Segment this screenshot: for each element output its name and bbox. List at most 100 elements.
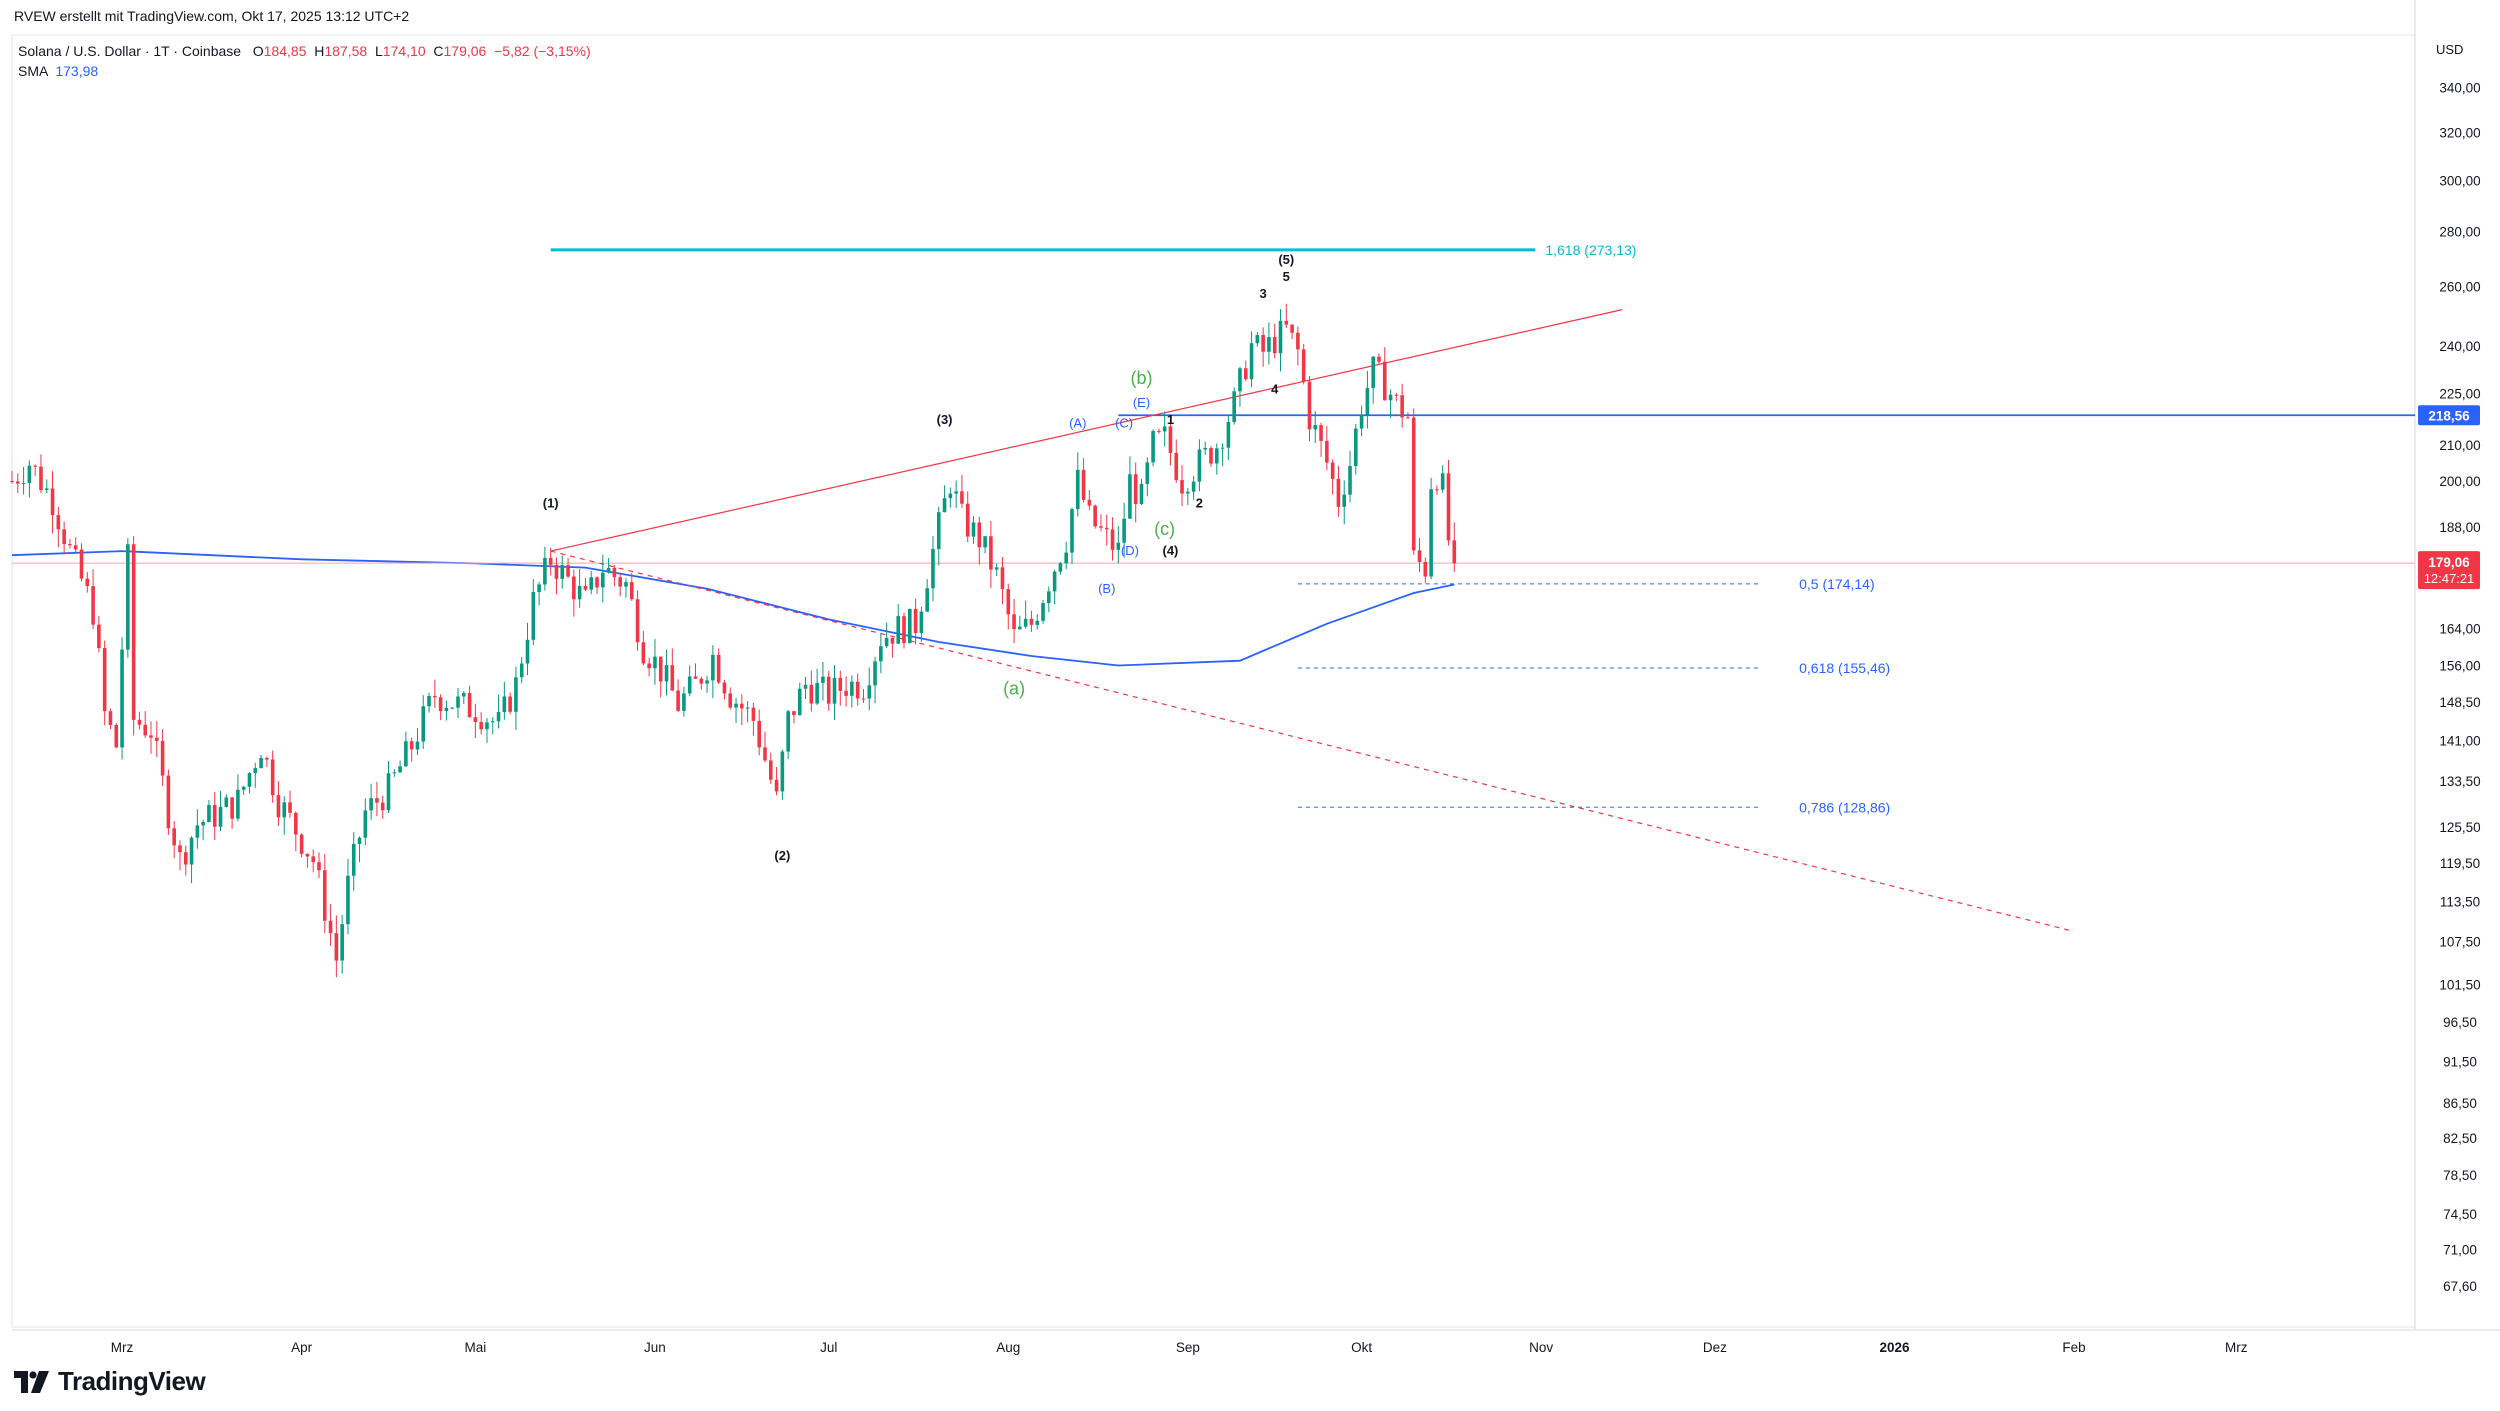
candle[interactable] [786, 709, 790, 759]
candle[interactable] [606, 557, 611, 574]
candle[interactable] [1000, 557, 1005, 605]
candle[interactable] [1029, 610, 1034, 632]
candle[interactable] [1435, 485, 1439, 495]
candle[interactable] [433, 679, 437, 708]
candle[interactable] [462, 690, 466, 705]
candle[interactable] [131, 536, 136, 736]
candle[interactable] [884, 622, 889, 648]
candle[interactable] [1047, 586, 1051, 613]
candle[interactable] [120, 637, 124, 760]
candle[interactable] [415, 727, 420, 756]
candle[interactable] [1174, 439, 1179, 484]
candle[interactable] [572, 569, 576, 617]
symbol-title[interactable]: Solana / U.S. Dollar · 1T · Coinbase [18, 43, 242, 59]
candle[interactable] [925, 579, 929, 613]
candle[interactable] [114, 723, 119, 749]
candle[interactable] [797, 682, 802, 716]
candle[interactable] [821, 662, 825, 701]
candle[interactable] [1296, 326, 1300, 366]
candle[interactable] [994, 563, 999, 577]
candle[interactable] [294, 811, 298, 852]
candle[interactable] [809, 670, 814, 712]
candle[interactable] [722, 679, 727, 700]
candle[interactable] [369, 783, 373, 820]
upper-trendline[interactable] [550, 309, 1623, 552]
candle[interactable] [253, 762, 258, 788]
candle[interactable] [1093, 504, 1097, 529]
candle[interactable] [409, 737, 414, 762]
candle[interactable] [178, 840, 182, 871]
candle[interactable] [965, 491, 970, 543]
candle[interactable] [1371, 356, 1375, 404]
candle[interactable] [583, 577, 588, 592]
candle[interactable] [62, 521, 66, 555]
candle[interactable] [1226, 414, 1231, 460]
candle[interactable] [768, 752, 773, 784]
candle[interactable] [485, 718, 489, 743]
candle[interactable] [716, 648, 721, 684]
candle[interactable] [85, 572, 90, 593]
sma-row[interactable]: SMA 173,98 [18, 61, 591, 81]
candle[interactable] [931, 535, 935, 602]
candle[interactable] [1151, 429, 1155, 467]
candle[interactable] [1238, 366, 1242, 407]
candle[interactable] [421, 695, 426, 749]
candle[interactable] [728, 687, 733, 710]
candle[interactable] [1087, 490, 1092, 511]
candle[interactable] [1307, 376, 1312, 442]
candle[interactable] [879, 632, 883, 674]
candle[interactable] [1423, 557, 1428, 584]
candle[interactable] [1209, 445, 1213, 467]
candle[interactable] [936, 506, 941, 566]
candle[interactable] [1099, 514, 1103, 532]
candle[interactable] [543, 546, 547, 591]
candle[interactable] [711, 645, 715, 699]
candle[interactable] [902, 612, 906, 649]
candle[interactable] [386, 761, 391, 814]
candle[interactable] [357, 836, 362, 863]
candle[interactable] [56, 506, 61, 548]
candle[interactable] [826, 671, 831, 711]
candle[interactable] [1145, 457, 1150, 497]
candle[interactable] [1070, 507, 1074, 564]
candle[interactable] [919, 606, 924, 642]
candle[interactable] [653, 639, 657, 685]
candle[interactable] [450, 707, 455, 710]
candle[interactable] [960, 474, 964, 508]
candle[interactable] [380, 795, 385, 819]
candle[interactable] [1377, 353, 1381, 365]
candle[interactable] [334, 915, 339, 978]
last-price-tag[interactable] [2418, 551, 2480, 590]
candle[interactable] [79, 543, 84, 582]
candle[interactable] [1348, 450, 1352, 503]
candle[interactable] [15, 473, 20, 493]
candle[interactable] [1336, 465, 1341, 517]
candle[interactable] [1267, 322, 1271, 365]
candle[interactable] [514, 666, 518, 730]
candle[interactable] [1394, 392, 1399, 402]
candle[interactable] [317, 852, 321, 879]
level-price-tag[interactable] [2418, 405, 2480, 426]
candle[interactable] [1203, 441, 1208, 455]
candle[interactable] [1122, 502, 1126, 557]
candle[interactable] [890, 637, 895, 658]
candle[interactable] [954, 480, 958, 509]
candle[interactable] [473, 703, 478, 739]
candle[interactable] [456, 688, 460, 719]
candle[interactable] [39, 454, 43, 493]
candle[interactable] [1168, 416, 1173, 466]
candle[interactable] [247, 771, 252, 794]
candle[interactable] [757, 709, 761, 756]
candle[interactable] [1406, 412, 1410, 419]
candle[interactable] [1110, 517, 1115, 561]
candle[interactable] [1342, 480, 1347, 525]
candle[interactable] [230, 797, 234, 829]
candle[interactable] [1128, 456, 1132, 519]
candle[interactable] [102, 640, 107, 726]
candle[interactable] [1417, 537, 1422, 573]
candle[interactable] [519, 656, 524, 684]
candle[interactable] [1249, 331, 1254, 388]
candle[interactable] [1220, 443, 1225, 467]
candle[interactable] [670, 648, 675, 691]
